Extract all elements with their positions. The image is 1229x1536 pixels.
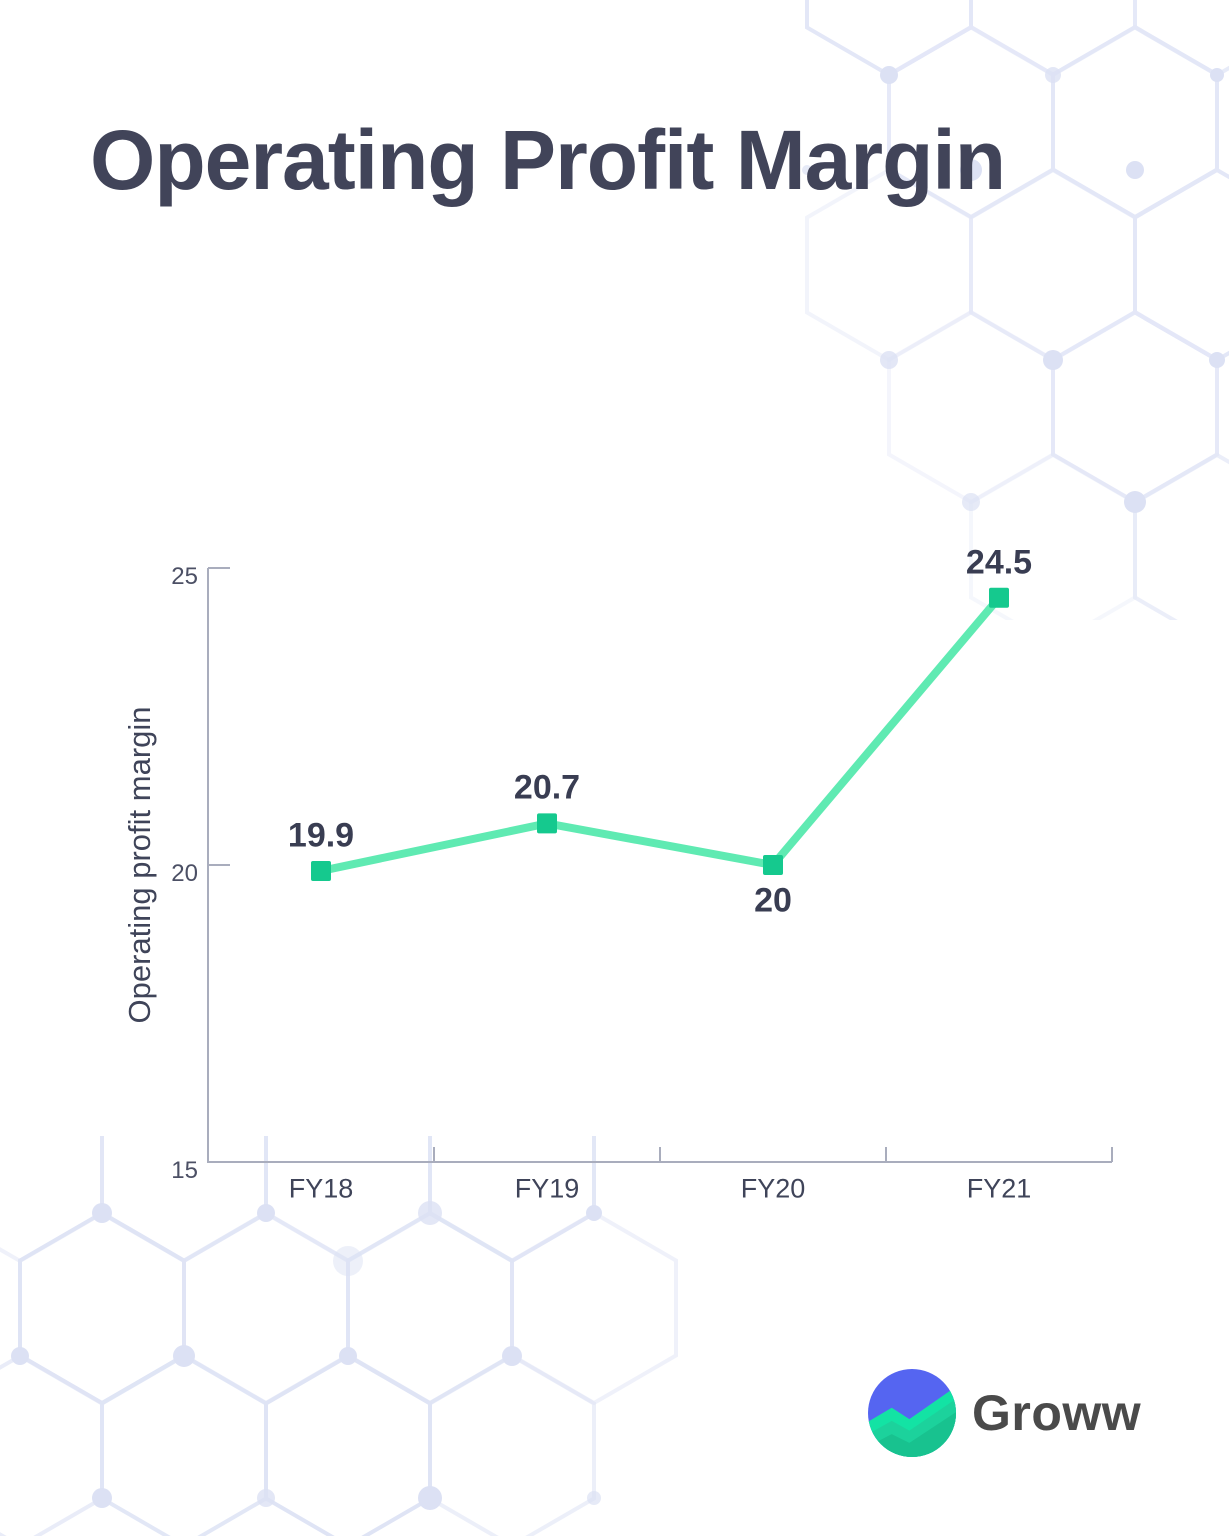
y-axis-title: Operating profit margin	[122, 706, 157, 1024]
x-tick-label-FY19: FY19	[514, 1173, 580, 1204]
y-tick-label: 20	[171, 860, 198, 887]
data-label-FY18: 19.9	[287, 816, 355, 855]
axis-lines	[207, 568, 1112, 1163]
x-tick-label-FY18: FY18	[288, 1173, 354, 1204]
data-label-FY21: 24.5	[965, 543, 1033, 582]
x-tick-label-FY20: FY20	[740, 1173, 806, 1204]
data-point-marker-FY19	[537, 813, 557, 834]
page-title: Operating Profit Margin	[90, 113, 1006, 207]
y-tick-label: 15	[171, 1157, 198, 1184]
groww-logo: Groww	[868, 1369, 1141, 1457]
data-label-FY20: 20	[754, 881, 792, 920]
data-point-marker-FY21	[989, 587, 1009, 608]
x-tick-label-FY21: FY21	[966, 1173, 1032, 1204]
groww-logo-text: Groww	[972, 1385, 1142, 1441]
data-label-FY19: 20.7	[513, 768, 581, 807]
groww-logo-icon	[868, 1369, 956, 1457]
data-point-marker-FY20	[763, 855, 783, 875]
y-tick-label: 25	[171, 563, 198, 590]
data-point-marker-FY18	[311, 860, 331, 881]
trend-line	[317, 593, 1003, 875]
